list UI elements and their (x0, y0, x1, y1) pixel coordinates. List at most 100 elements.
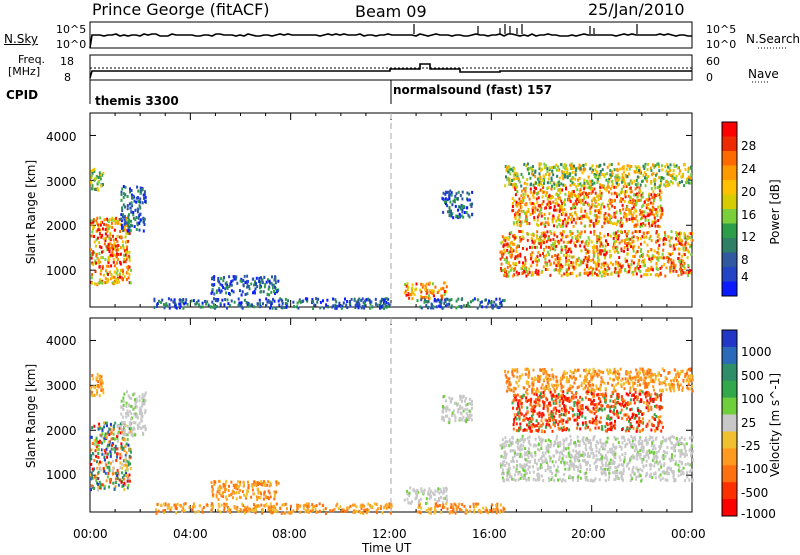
velocity-cell (352, 504, 354, 507)
power-cell (605, 245, 607, 248)
power-cell (521, 190, 523, 193)
power-cell (583, 187, 585, 190)
velocity-cell (260, 504, 262, 507)
velocity-cell (229, 511, 231, 514)
power-cell (604, 175, 606, 178)
power-cell (540, 223, 542, 226)
power-cell (574, 244, 576, 247)
power-cell (548, 260, 550, 263)
power-cell (677, 182, 679, 185)
power-cell (599, 250, 601, 253)
velocity-cell (437, 487, 439, 490)
velocity-cell (93, 425, 95, 428)
velocity-cell (323, 509, 325, 512)
power-cell (510, 269, 512, 272)
power-cell (638, 246, 640, 249)
power-cell (292, 301, 294, 304)
velocity-cell (429, 494, 431, 497)
power-cell (323, 307, 325, 310)
velocity-cell (579, 470, 581, 473)
velocity-cell (613, 450, 615, 453)
power-cell (660, 216, 662, 219)
velocity-cell (96, 389, 98, 392)
power-cell (367, 298, 369, 301)
power-cell (652, 190, 654, 193)
power-cell (633, 262, 635, 265)
power-cell (593, 230, 595, 233)
power-cell (98, 259, 100, 262)
power-cell (615, 235, 617, 238)
power-cell (673, 266, 675, 269)
power-cell (420, 283, 422, 286)
velocity-cell (503, 508, 505, 511)
velocity-cell (139, 407, 141, 410)
power-cell (650, 248, 652, 251)
power-cell (480, 301, 482, 304)
velocity-cell (260, 492, 262, 495)
power-cell (690, 177, 692, 180)
power-cell (227, 302, 229, 305)
power-cell (649, 209, 651, 212)
power-cell (609, 250, 611, 253)
velocity-cell (225, 480, 227, 483)
power-cell (588, 176, 590, 179)
power-cell (573, 255, 575, 258)
power-cell (568, 191, 570, 194)
power-cell (538, 238, 540, 241)
velocity-cell (245, 495, 247, 498)
velocity-cell (507, 478, 509, 481)
velocity-cell (238, 485, 240, 488)
power-cell (550, 247, 552, 250)
power-cell (114, 254, 116, 257)
velocity-cell (107, 431, 109, 434)
power-cell (442, 211, 444, 214)
power-cell (640, 237, 642, 240)
velocity-cell (105, 433, 107, 436)
velocity-cell (92, 394, 94, 397)
velocity-cell (191, 508, 193, 511)
power-cell (446, 303, 448, 306)
power-cell (120, 246, 122, 249)
velocity-cell (377, 507, 379, 510)
velocity-cell (429, 508, 431, 511)
power-cell (621, 225, 623, 228)
power-cell (587, 186, 589, 189)
power-cell (297, 307, 299, 310)
power-cell (107, 280, 109, 283)
power-cell (573, 190, 575, 193)
power-cell (239, 302, 241, 305)
velocity-cell (242, 490, 244, 493)
power-cell (688, 251, 690, 254)
power-cell (410, 293, 412, 296)
velocity-cell (639, 438, 641, 441)
velocity-cell (577, 440, 579, 443)
power-cell (647, 198, 649, 201)
power-cell (297, 302, 299, 305)
power-cell (94, 282, 96, 285)
power-cell (551, 255, 553, 258)
velocity-cell (287, 511, 289, 514)
power-cell (451, 298, 453, 301)
power-cell (527, 273, 529, 276)
power-cell (549, 201, 551, 204)
power-cell (93, 218, 95, 221)
velocity-cell (257, 488, 259, 491)
power-cell (591, 203, 593, 206)
power-cell (132, 196, 134, 199)
velocity-cell (138, 426, 140, 429)
power-cell (130, 210, 132, 213)
velocity-cell (251, 484, 253, 487)
power-cell (525, 203, 527, 206)
power-cell (600, 266, 602, 269)
power-cell (577, 230, 579, 233)
power-cell (120, 218, 122, 221)
velocity-cell (407, 493, 409, 496)
velocity-cell (237, 480, 239, 483)
power-cell (549, 274, 551, 277)
power-cell (558, 181, 560, 184)
power-cell (603, 184, 605, 187)
power-cell (647, 207, 649, 210)
velocity-cell (521, 455, 523, 458)
power-cell (501, 241, 503, 244)
power-cell (516, 271, 518, 274)
